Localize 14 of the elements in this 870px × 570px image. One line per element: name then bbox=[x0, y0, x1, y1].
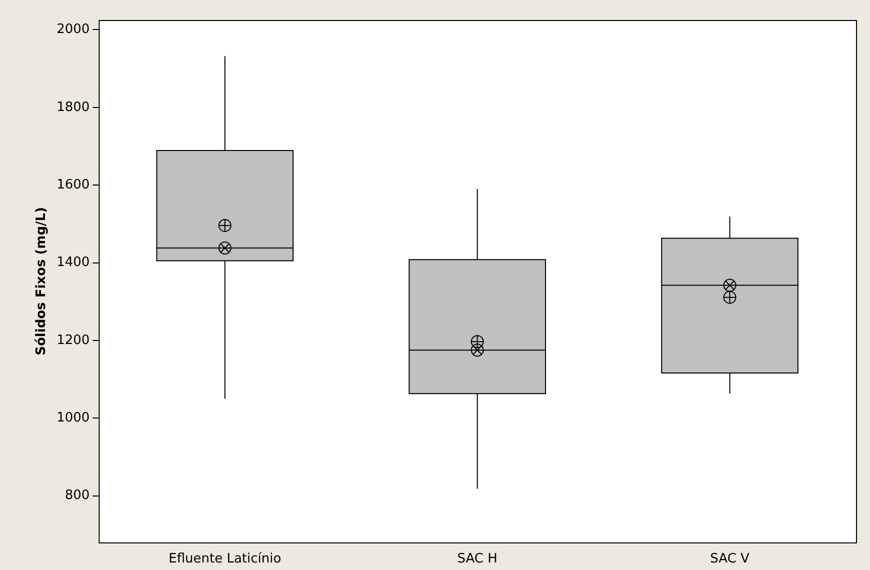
y-tick-label: 1200 bbox=[56, 332, 90, 348]
point bbox=[470, 335, 484, 348]
y-tick-label: 1000 bbox=[56, 410, 90, 426]
x-tick-label: SAC H bbox=[457, 552, 498, 567]
x-tick-label: Efluente Laticínio bbox=[168, 552, 282, 567]
y-tick-label: 2000 bbox=[56, 22, 90, 38]
x-tick-label: SAC V bbox=[710, 552, 750, 567]
y-tick-label: 1600 bbox=[56, 177, 90, 192]
y-axis-title: Sólidos Fixos (mg/L) bbox=[34, 207, 50, 356]
y-tick-label: 800 bbox=[64, 488, 90, 504]
y-tick-label: 1800 bbox=[56, 100, 90, 115]
y-tick-label: 1400 bbox=[56, 255, 90, 270]
point bbox=[723, 290, 736, 304]
point bbox=[218, 218, 232, 232]
